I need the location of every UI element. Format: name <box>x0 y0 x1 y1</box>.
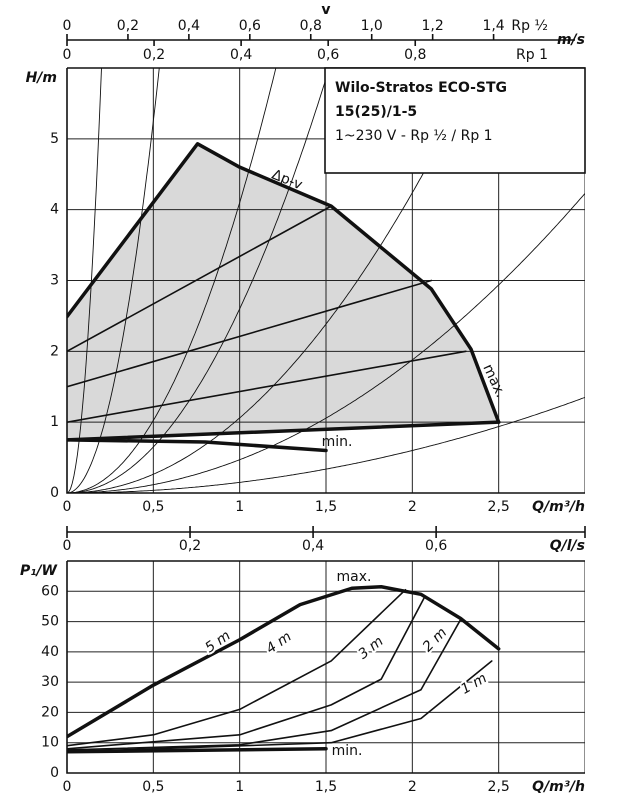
y-tick-label: 2 <box>50 343 59 359</box>
y-tick-label: 30 <box>41 674 59 690</box>
x-tick-label: 2 <box>408 499 417 515</box>
x-tick-label: 1 <box>235 779 244 795</box>
velocity-unit: m/s <box>557 32 585 48</box>
x-tick-label: 0 <box>63 779 72 795</box>
curve <box>67 279 433 388</box>
velocity-tick-label: 0,2 <box>117 18 139 34</box>
velocity-tick-label: 0 <box>63 18 72 34</box>
curve-label: max. <box>337 569 372 585</box>
x-tick-label: 2,5 <box>488 499 510 515</box>
curve <box>67 660 493 753</box>
x2-tick-label: 0,2 <box>179 538 201 554</box>
curve <box>67 618 462 751</box>
x2-tick-label: 0 <box>63 538 72 554</box>
curve <box>67 420 501 442</box>
system-curve <box>67 68 479 493</box>
y-axis-label: H/m <box>26 70 57 86</box>
x-tick-label: 2 <box>408 779 417 795</box>
curve-label: 4 m <box>263 629 294 658</box>
system-curve <box>67 68 330 493</box>
velocity-axis-label: Rp 1 <box>516 47 548 63</box>
chart-title: Wilo-Stratos ECO-STG <box>335 80 507 96</box>
x-tick-label: 1 <box>235 499 244 515</box>
curve <box>67 205 332 353</box>
system-curve <box>67 68 102 493</box>
y-tick-label: 40 <box>41 644 59 660</box>
velocity-tick-label: 0,6 <box>239 18 261 34</box>
x2-tick-label: 0,6 <box>425 538 447 554</box>
y-tick-label: 50 <box>41 614 59 630</box>
curve-label: min. <box>332 743 363 759</box>
system-curve <box>67 68 160 493</box>
curve-label: 1 m <box>458 670 489 697</box>
x-tick-label: 2,5 <box>488 779 510 795</box>
curve <box>67 584 501 739</box>
curve-label: 2 m <box>420 625 450 655</box>
y-tick-label: 20 <box>41 704 59 720</box>
y-tick-label: 0 <box>50 765 59 781</box>
x-axis-label: Q/m³/h <box>532 779 585 795</box>
x-tick-label: 0,5 <box>142 779 164 795</box>
x2-axis-label: Q/l/s <box>550 538 585 554</box>
chart-subtitle: 1~230 V - Rp ½ / Rp 1 <box>335 128 493 144</box>
y-tick-label: 1 <box>50 414 59 430</box>
system-curve <box>67 68 277 493</box>
y-axis-label: P₁/W <box>20 563 58 579</box>
x-tick-label: 1,5 <box>315 779 337 795</box>
y-tick-label: 0 <box>50 485 59 501</box>
curve-label: min. <box>322 434 353 450</box>
velocity-tick-label: 0,8 <box>300 18 322 34</box>
axis-frame <box>66 560 585 774</box>
velocity-tick-label: 1,2 <box>422 18 444 34</box>
y-tick-label: 3 <box>50 273 59 289</box>
curve <box>67 438 328 453</box>
velocity-tick-label: 1,0 <box>361 18 383 34</box>
velocity-tick-label: 0,2 <box>143 47 165 63</box>
velocity-label: v <box>321 2 330 18</box>
y-tick-label: 10 <box>41 735 59 751</box>
velocity-tick-label: 0,6 <box>317 47 339 63</box>
velocity-tick-label: 1,4 <box>482 18 504 34</box>
curve-label: 3 m <box>355 633 386 662</box>
x-tick-label: 0 <box>63 499 72 515</box>
velocity-tick-label: 0 <box>63 47 72 63</box>
velocity-tick-label: 0,4 <box>178 18 200 34</box>
plot-area <box>67 561 585 773</box>
y-tick-label: 5 <box>50 131 59 147</box>
velocity-tick-label: 0,4 <box>230 47 252 63</box>
x-tick-label: 0,5 <box>142 499 164 515</box>
title-box <box>324 67 586 174</box>
x-axis-label: Q/m³/h <box>532 499 585 515</box>
system-curve <box>67 396 585 493</box>
curve <box>67 747 328 754</box>
operating-area <box>67 143 499 440</box>
y-tick-label: 4 <box>50 202 59 218</box>
curve <box>67 588 407 747</box>
curve <box>67 596 426 750</box>
x2-tick-label: 0,4 <box>302 538 324 554</box>
chart-subtitle: 15(25)/1-5 <box>335 104 417 120</box>
velocity-axis-label: Rp ½ <box>511 18 548 34</box>
velocity-tick-label: 0,8 <box>404 47 426 63</box>
curve <box>67 350 467 423</box>
x-tick-label: 1,5 <box>315 499 337 515</box>
y-tick-label: 60 <box>41 583 59 599</box>
system-curve <box>67 193 585 493</box>
